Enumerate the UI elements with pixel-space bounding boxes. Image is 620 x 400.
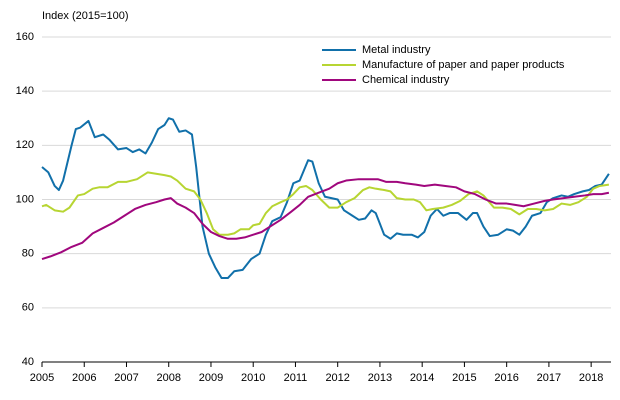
x-tick-label: 2018 (579, 372, 603, 384)
x-tick-label: 2017 (537, 372, 561, 384)
x-tick-label: 2012 (325, 372, 349, 384)
y-tick-label: 40 (22, 356, 34, 368)
x-tick-label: 2015 (452, 372, 476, 384)
x-tick-label: 2010 (241, 372, 265, 384)
legend-label: Chemical industry (362, 74, 450, 86)
y-axis-label: Index (2015=100) (42, 10, 129, 22)
legend-label: Manufacture of paper and paper products (362, 59, 565, 71)
x-tick-label: 2009 (199, 372, 223, 384)
y-tick-label: 60 (22, 302, 34, 314)
x-tick-label: 2016 (494, 372, 518, 384)
x-tick-label: 2006 (72, 372, 96, 384)
series-line (41, 171, 610, 236)
x-tick-label: 2014 (410, 372, 434, 384)
y-tick-label: 80 (22, 248, 34, 260)
y-tick-label: 100 (16, 193, 34, 205)
x-tick-label: 2008 (156, 372, 180, 384)
y-tick-label: 140 (16, 85, 34, 97)
x-tick-label: 2011 (284, 372, 308, 384)
series-line (41, 117, 610, 280)
x-tick-label: 2005 (30, 372, 54, 384)
x-tick-label: 2007 (114, 372, 138, 384)
y-tick-label: 160 (16, 31, 34, 43)
y-tick-label: 120 (16, 139, 34, 151)
legend-label: Metal industry (362, 44, 431, 56)
series-line (41, 178, 610, 261)
x-tick-label: 2013 (368, 372, 392, 384)
